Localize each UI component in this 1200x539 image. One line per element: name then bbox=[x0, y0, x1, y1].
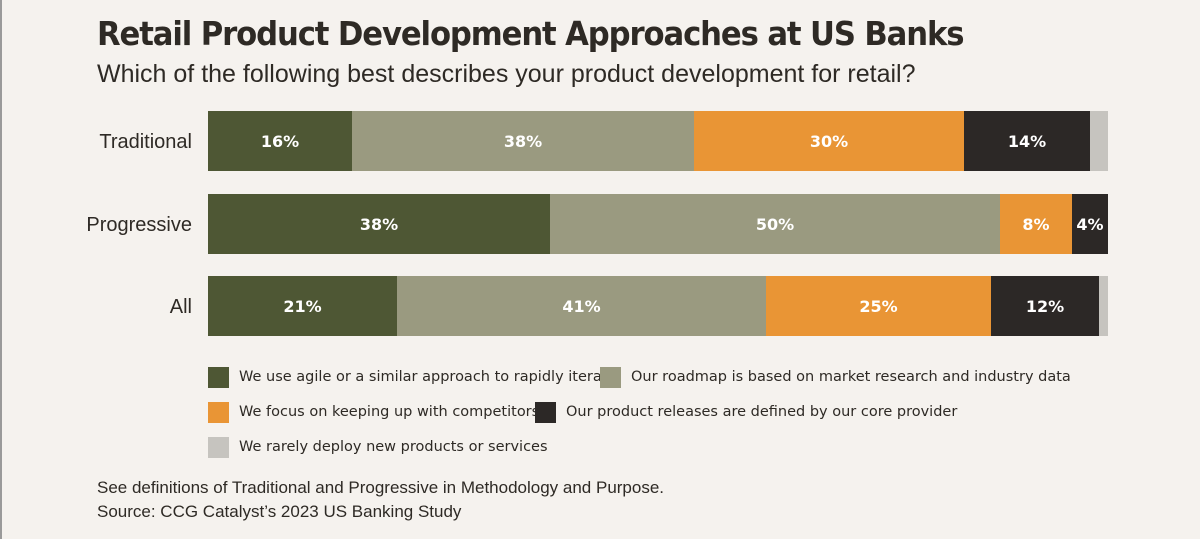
data-label-progressive-1: 50% bbox=[756, 215, 794, 234]
bar-segment-progressive-1 bbox=[550, 194, 1000, 254]
legend-swatch-competitors bbox=[208, 401, 229, 423]
data-label-traditional-0: 16% bbox=[261, 132, 299, 151]
legend-swatch-agile bbox=[208, 366, 229, 388]
bar-segment-traditional-3 bbox=[964, 111, 1090, 171]
bar-segment-progressive-2 bbox=[1000, 194, 1072, 254]
data-label-progressive-2: 8% bbox=[1022, 215, 1049, 234]
data-label-progressive-3: 4% bbox=[1076, 215, 1103, 234]
data-label-all-3: 12% bbox=[1026, 297, 1064, 316]
bar-segment-traditional-2 bbox=[694, 111, 964, 171]
stacked-bar-chart: Traditional 16% 38% 30% 14% Progressive 38% 50%… bbox=[86, 111, 1108, 336]
data-label-all-1: 41% bbox=[562, 297, 600, 316]
data-label-traditional-2: 30% bbox=[810, 132, 848, 151]
legend-item-roadmap: Our roadmap is based on market research … bbox=[600, 366, 1071, 388]
category-label-traditional: Traditional bbox=[99, 131, 192, 153]
legend-item-competitors: We focus on keeping up with competitors bbox=[208, 401, 539, 423]
data-label-all-0: 21% bbox=[283, 297, 321, 316]
bar-segment-progressive-0 bbox=[208, 194, 550, 254]
bar-segment-traditional-0 bbox=[208, 111, 352, 171]
legend-item-rarely-deploy: We rarely deploy new products or service… bbox=[208, 436, 548, 458]
chart-title: Retail Product Development Approaches at… bbox=[97, 14, 965, 53]
bar-segment-all-2 bbox=[766, 276, 991, 336]
legend-label-roadmap: Our roadmap is based on market research … bbox=[631, 369, 1071, 385]
category-label-progressive: Progressive bbox=[86, 214, 192, 236]
category-label-all: All bbox=[170, 296, 192, 318]
data-label-traditional-1: 38% bbox=[504, 132, 542, 151]
chart-subtitle: Which of the following best describes yo… bbox=[97, 60, 916, 88]
legend-swatch-roadmap bbox=[600, 366, 621, 388]
legend-swatch-core-provider bbox=[535, 401, 556, 423]
bar-segment-traditional-1 bbox=[352, 111, 694, 171]
footnote-definitions: See definitions of Traditional and Progr… bbox=[97, 478, 665, 497]
data-label-progressive-0: 38% bbox=[360, 215, 398, 234]
bar-segment-all-3 bbox=[991, 276, 1099, 336]
bar-segment-all-4 bbox=[1099, 276, 1108, 336]
data-label-all-2: 25% bbox=[859, 297, 897, 316]
data-label-traditional-3: 14% bbox=[1008, 132, 1046, 151]
bar-segment-all-1 bbox=[397, 276, 766, 336]
legend-label-competitors: We focus on keeping up with competitors bbox=[239, 404, 540, 420]
bar-segment-all-0 bbox=[208, 276, 397, 336]
legend-label-core-provider: Our product releases are defined by our … bbox=[566, 404, 958, 420]
bar-segment-progressive-3 bbox=[1072, 194, 1108, 254]
legend-label-rarely-deploy: We rarely deploy new products or service… bbox=[239, 439, 548, 455]
legend-label-agile: We use agile or a similar approach to ra… bbox=[239, 369, 617, 385]
bar-segment-traditional-4 bbox=[1090, 111, 1108, 171]
footnote-source: Source: CCG Catalyst’s 2023 US Banking S… bbox=[97, 502, 462, 521]
legend-swatch-rarely-deploy bbox=[208, 436, 229, 458]
legend-item-core-provider: Our product releases are defined by our … bbox=[535, 401, 957, 423]
left-border bbox=[0, 0, 2, 539]
legend-item-agile: We use agile or a similar approach to ra… bbox=[208, 366, 616, 388]
